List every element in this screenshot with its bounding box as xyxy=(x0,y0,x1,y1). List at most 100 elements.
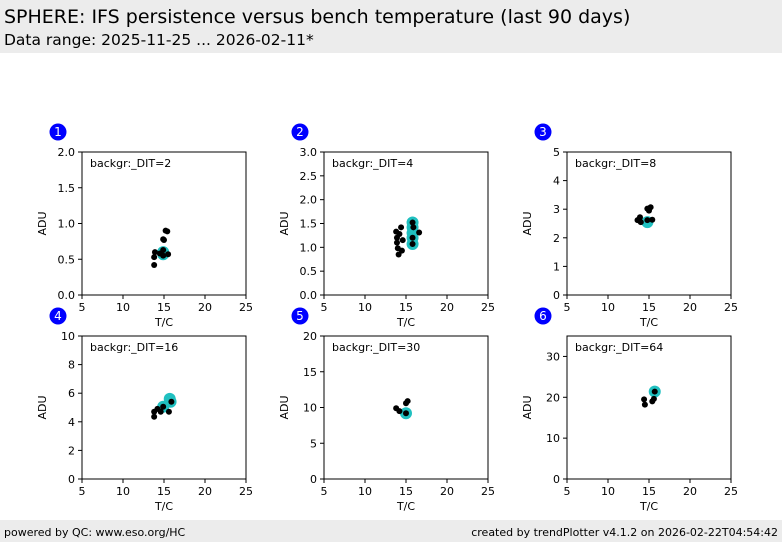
data-point xyxy=(641,401,648,408)
y-tick-label: 0 xyxy=(310,473,317,486)
badge-circle xyxy=(49,307,67,325)
plot-badge[interactable]: 4 xyxy=(49,307,67,325)
data-point xyxy=(399,237,406,244)
data-point xyxy=(164,228,171,235)
x-axis-label: T/C xyxy=(154,316,173,329)
data-point xyxy=(409,234,416,241)
panel-label: backgr:_DIT=16 xyxy=(90,341,178,354)
x-tick-label: 20 xyxy=(198,301,212,314)
y-tick-label: 10 xyxy=(303,402,317,415)
data-point xyxy=(168,398,175,405)
y-tick-label: 2.5 xyxy=(300,170,318,183)
badge-circle xyxy=(291,307,309,325)
data-point xyxy=(396,230,403,237)
x-tick-label: 5 xyxy=(321,301,328,314)
data-point xyxy=(637,219,644,226)
y-tick-label: 6 xyxy=(68,387,75,400)
y-tick-label: 1.5 xyxy=(58,182,76,195)
y-tick-label: 2.0 xyxy=(58,146,76,159)
data-point xyxy=(644,217,651,224)
data-point xyxy=(416,229,423,236)
data-point xyxy=(410,224,417,231)
badge-number: 5 xyxy=(296,309,304,323)
y-axis-label: ADU xyxy=(521,395,534,419)
x-tick-label: 5 xyxy=(564,485,571,498)
data-point xyxy=(165,251,172,258)
x-tick-label: 25 xyxy=(724,485,738,498)
x-axis-label: T/C xyxy=(396,316,415,329)
badge-circle xyxy=(49,123,67,141)
y-tick-label: 1.0 xyxy=(58,218,76,231)
x-tick-label: 25 xyxy=(239,485,253,498)
page-title: SPHERE: IFS persistence versus bench tem… xyxy=(4,6,631,28)
plot-badge[interactable]: 2 xyxy=(291,123,309,141)
badge-circle xyxy=(534,307,552,325)
y-tick-label: 0.0 xyxy=(58,289,76,302)
data-range: Data range: 2025-11-25 ... 2026-02-11* xyxy=(4,31,314,49)
x-tick-label: 20 xyxy=(198,485,212,498)
y-tick-label: 0 xyxy=(553,473,560,486)
footer-powered-by[interactable]: powered by QC: www.eso.org/HC xyxy=(4,526,186,539)
data-point xyxy=(151,261,158,268)
y-axis-label: ADU xyxy=(36,211,49,235)
x-axis-label: T/C xyxy=(154,500,173,513)
y-tick-label: 0 xyxy=(68,473,75,486)
data-point xyxy=(160,246,167,253)
y-axis-label: ADU xyxy=(278,395,291,419)
data-point xyxy=(398,224,405,231)
y-tick-label: 4 xyxy=(68,416,75,429)
subplot-1: 15 10 15 20 250.00.51.01.52.0T/CADUbackgr:_D… xyxy=(36,123,253,329)
x-tick-label: 10 xyxy=(358,485,372,498)
axes-frame xyxy=(323,151,489,296)
badge-number: 2 xyxy=(296,125,304,139)
x-tick-label: 15 xyxy=(642,301,656,314)
x-axis-label: T/C xyxy=(639,500,658,513)
x-tick-label: 5 xyxy=(321,485,328,498)
y-tick-label: 4 xyxy=(553,175,560,188)
y-tick-label: 10 xyxy=(61,330,75,343)
x-tick-label: 15 xyxy=(642,485,656,498)
y-tick-label: 3 xyxy=(553,203,560,216)
data-point xyxy=(151,249,158,256)
panel-label: backgr:_DIT=64 xyxy=(575,341,663,354)
x-tick-label: 20 xyxy=(440,301,454,314)
axes-frame xyxy=(566,335,732,480)
data-point xyxy=(651,388,658,395)
x-axis-label: T/C xyxy=(639,316,658,329)
y-tick-label: 20 xyxy=(303,330,317,343)
data-point xyxy=(160,252,167,259)
data-point xyxy=(403,410,409,417)
plot-badge[interactable]: 6 xyxy=(534,307,552,325)
data-point xyxy=(404,398,411,405)
footer-bar: powered by QC: www.eso.org/HC created by… xyxy=(0,520,782,542)
y-tick-label: 0 xyxy=(553,289,560,302)
data-point xyxy=(151,413,158,420)
badge-number: 3 xyxy=(539,125,547,139)
y-tick-label: 5 xyxy=(310,437,317,450)
y-tick-label: 0.5 xyxy=(300,265,318,278)
x-tick-label: 10 xyxy=(116,485,130,498)
plot-badge[interactable]: 1 xyxy=(49,123,67,141)
plot-badge[interactable]: 5 xyxy=(291,307,309,325)
data-point xyxy=(151,254,158,261)
data-point xyxy=(649,216,656,223)
x-tick-label: 25 xyxy=(724,301,738,314)
plot-badge[interactable]: 3 xyxy=(534,123,552,141)
x-tick-label: 10 xyxy=(358,301,372,314)
y-tick-label: 8 xyxy=(68,359,75,372)
y-tick-label: 2 xyxy=(553,232,560,245)
x-tick-label: 20 xyxy=(683,301,697,314)
badge-circle xyxy=(291,123,309,141)
footer-created-by: created by trendPlotter v4.1.2 on 2026-0… xyxy=(471,526,778,539)
y-tick-label: 1.5 xyxy=(300,218,318,231)
y-tick-label: 5 xyxy=(553,146,560,159)
x-tick-label: 15 xyxy=(157,301,171,314)
y-tick-label: 15 xyxy=(303,366,317,379)
y-tick-label: 30 xyxy=(546,350,560,363)
x-tick-label: 5 xyxy=(79,485,86,498)
data-point xyxy=(409,240,416,247)
subplot-4: 4 5 10 15 20 25 0 2 4 6 8 10 T/C ADU backgr:_DIT=16 xyxy=(36,307,253,513)
